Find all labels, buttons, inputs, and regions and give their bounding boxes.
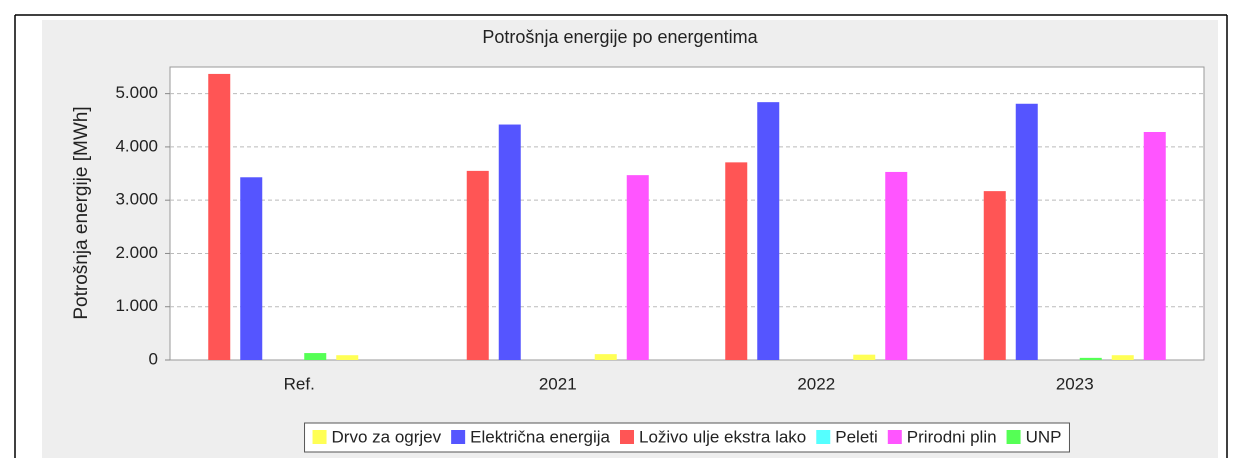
- x-tick-label: Ref.: [284, 374, 315, 393]
- legend-swatch: [816, 430, 831, 444]
- legend-label: Loživo ulje ekstra lako: [639, 427, 806, 446]
- bar: [336, 355, 359, 360]
- bar: [885, 171, 908, 360]
- bar: [983, 191, 1006, 360]
- bar: [757, 102, 780, 360]
- legend-swatch: [312, 430, 327, 444]
- legend: Drvo za ogrjev Električna energija Loživo …: [304, 422, 1070, 453]
- y-axis-label: Potrošnja energije [MWh]: [71, 106, 92, 319]
- bar: [626, 175, 649, 360]
- legend-swatch: [451, 430, 466, 444]
- legend-label: Električna energija: [470, 427, 610, 446]
- bar: [725, 162, 748, 360]
- legend-label: UNP: [1026, 427, 1062, 446]
- bar: [1111, 355, 1134, 360]
- plot-area: [169, 66, 1205, 361]
- legend-swatch: [887, 430, 902, 444]
- legend-swatch: [620, 430, 634, 444]
- legend-label: Peleti: [835, 427, 878, 446]
- x-tick-label: 2021: [539, 374, 577, 393]
- bar: [594, 354, 617, 360]
- legend-swatch: [1006, 430, 1021, 444]
- bar: [304, 353, 327, 360]
- x-tick-label: 2022: [797, 374, 835, 393]
- bar: [208, 73, 231, 361]
- legend-box: [304, 422, 1070, 453]
- x-tick-label: 2023: [1056, 374, 1094, 393]
- y-tick-label: 3.000: [115, 190, 158, 209]
- y-tick-label: 0: [149, 349, 158, 368]
- chart-title: Potrošnja energije po energentima: [482, 27, 758, 47]
- bar: [1143, 131, 1166, 360]
- legend-label: Prirodni plin: [907, 427, 997, 446]
- bar: [1015, 103, 1038, 360]
- legend-label: Drvo za ogrjev: [332, 427, 442, 446]
- y-tick-label: 1.000: [115, 296, 158, 315]
- y-tick-label: 5.000: [115, 83, 158, 102]
- y-tick-label: 4.000: [115, 136, 158, 155]
- bar: [466, 170, 489, 360]
- bar: [1079, 357, 1102, 360]
- bar: [498, 124, 521, 360]
- bar: [240, 177, 263, 360]
- bar: [853, 354, 876, 360]
- y-tick-label: 2.000: [115, 243, 158, 262]
